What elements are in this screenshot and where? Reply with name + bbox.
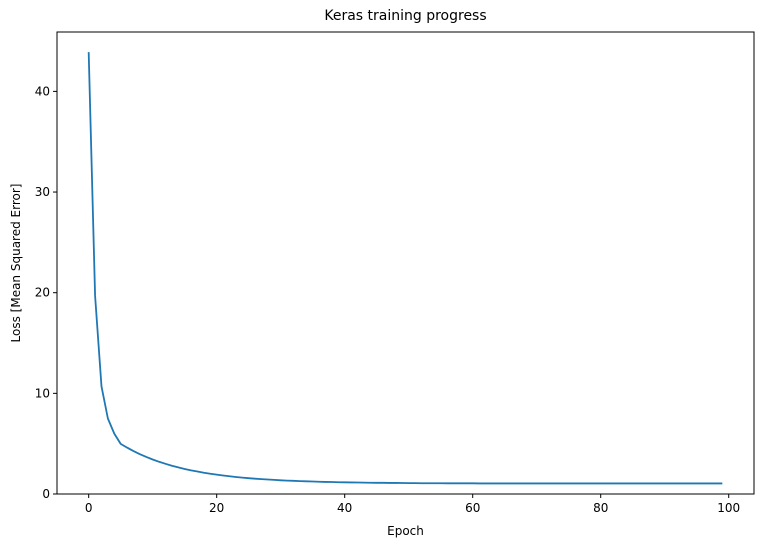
y-axis-label: Loss [Mean Squared Error] [9, 184, 23, 343]
plot-area [87, 52, 723, 485]
x-tick-label: 0 [85, 501, 93, 515]
y-tick-label: 20 [35, 286, 50, 300]
axes-frame [56, 31, 755, 495]
loss-series-line [87, 52, 723, 485]
x-tick-label: 80 [593, 501, 608, 515]
x-tick-label: 40 [337, 501, 352, 515]
y-tick-label: 0 [42, 487, 50, 501]
y-tick-label: 30 [35, 185, 50, 199]
x-tick-label: 100 [717, 501, 740, 515]
x-axis: 0 20 40 60 80 100 [85, 494, 740, 515]
x-axis-label: Epoch [387, 524, 424, 538]
y-axis: 0 10 20 30 40 [35, 84, 57, 501]
x-tick-label: 20 [209, 501, 224, 515]
x-tick-label: 60 [465, 501, 480, 515]
chart-title: Keras training progress [324, 8, 486, 24]
y-tick-label: 40 [35, 84, 50, 98]
y-tick-label: 10 [35, 386, 50, 400]
